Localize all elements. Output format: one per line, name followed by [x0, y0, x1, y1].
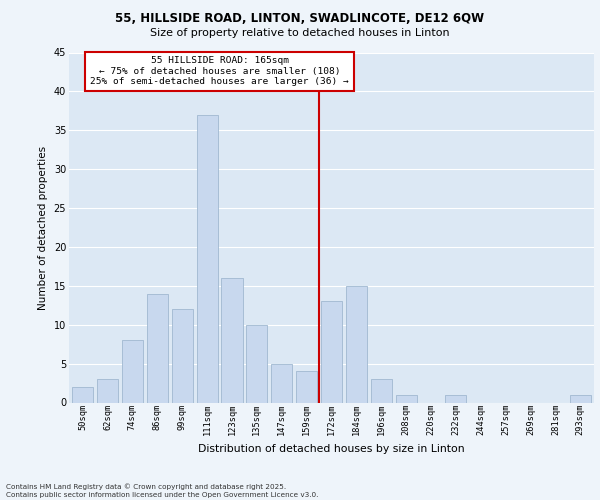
Bar — [346, 286, 367, 403]
Bar — [570, 394, 591, 402]
Bar — [72, 387, 93, 402]
Text: 55 HILLSIDE ROAD: 165sqm
← 75% of detached houses are smaller (108)
25% of semi-: 55 HILLSIDE ROAD: 165sqm ← 75% of detach… — [90, 56, 349, 86]
Bar — [197, 114, 218, 403]
Bar — [271, 364, 292, 403]
Bar — [147, 294, 168, 403]
Bar — [122, 340, 143, 402]
Bar — [321, 302, 342, 402]
Text: Size of property relative to detached houses in Linton: Size of property relative to detached ho… — [150, 28, 450, 38]
Y-axis label: Number of detached properties: Number of detached properties — [38, 146, 48, 310]
Bar — [172, 309, 193, 402]
Bar — [395, 394, 417, 402]
Bar — [296, 372, 317, 402]
Bar — [246, 324, 268, 402]
X-axis label: Distribution of detached houses by size in Linton: Distribution of detached houses by size … — [198, 444, 465, 454]
Bar — [445, 394, 466, 402]
Bar — [221, 278, 242, 402]
Bar — [371, 379, 392, 402]
Bar — [97, 379, 118, 402]
Text: Contains HM Land Registry data © Crown copyright and database right 2025.
Contai: Contains HM Land Registry data © Crown c… — [6, 483, 319, 498]
Text: 55, HILLSIDE ROAD, LINTON, SWADLINCOTE, DE12 6QW: 55, HILLSIDE ROAD, LINTON, SWADLINCOTE, … — [115, 12, 485, 26]
